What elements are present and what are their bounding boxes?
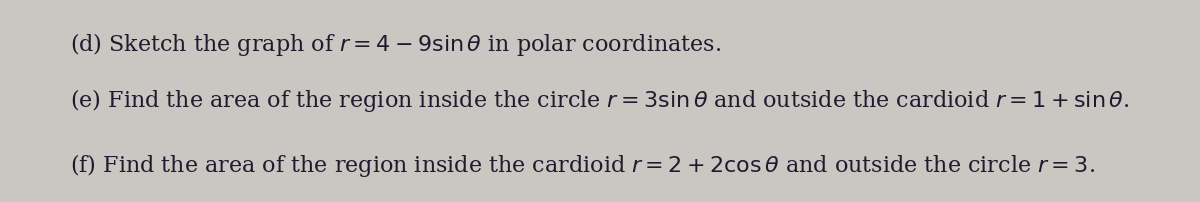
Text: (f) Find the area of the region inside the cardioid $r = 2+2\cos\theta$ and outs: (f) Find the area of the region inside t… bbox=[70, 152, 1094, 179]
Text: (e) Find the area of the region inside the circle $r = 3\sin\theta$ and outside : (e) Find the area of the region inside t… bbox=[70, 87, 1129, 115]
Text: (d) Sketch the graph of $r = 4-9\sin\theta$ in polar coordinates.: (d) Sketch the graph of $r = 4-9\sin\the… bbox=[70, 31, 721, 58]
